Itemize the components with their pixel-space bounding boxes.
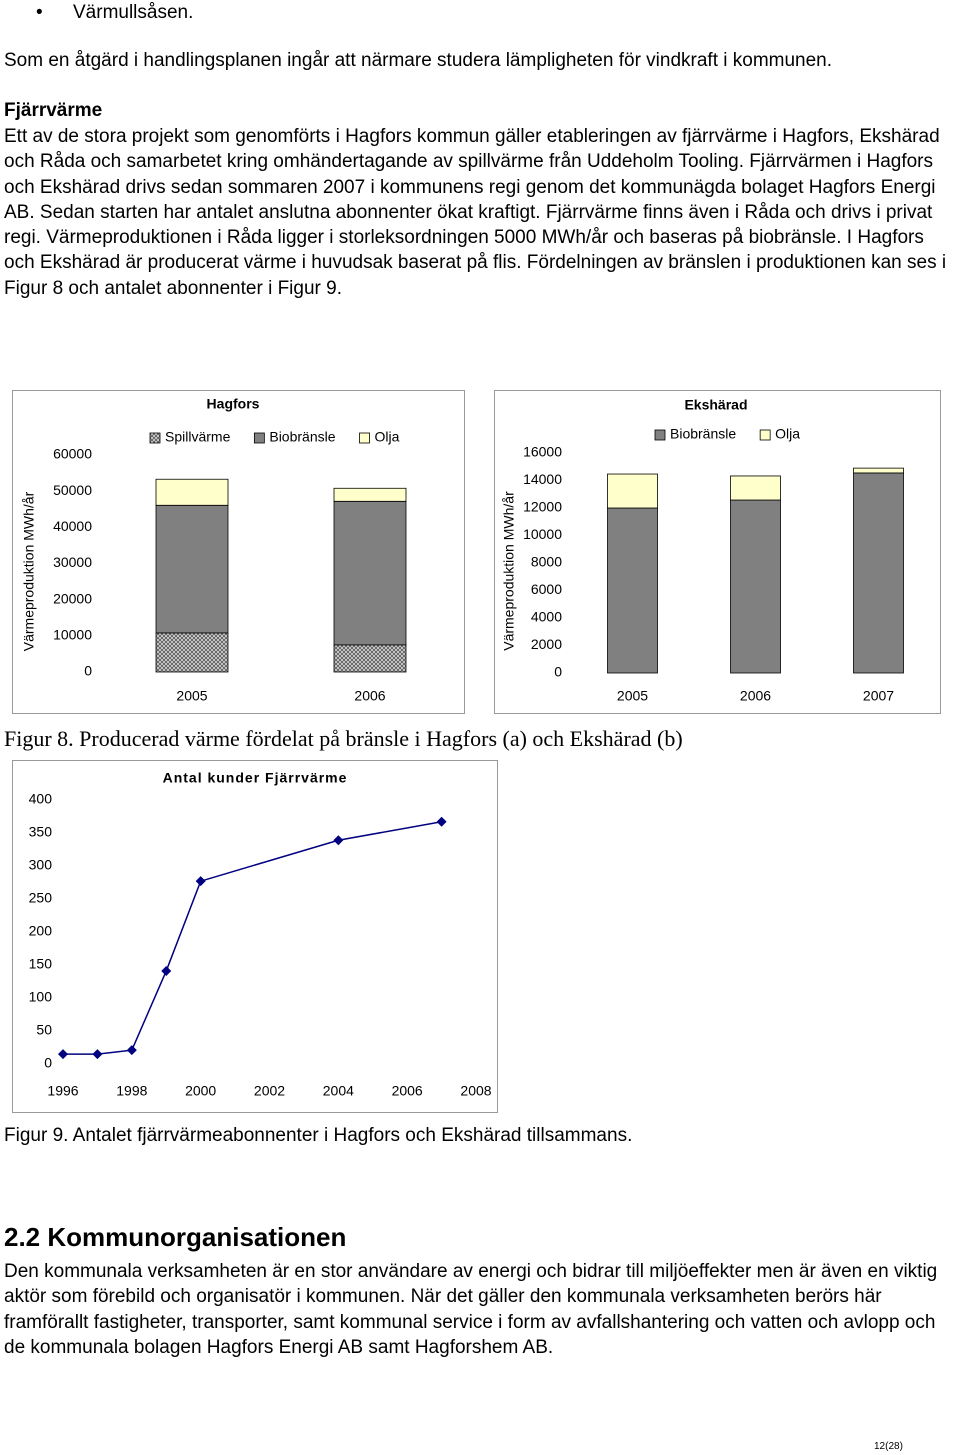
bar-segment: [155, 504, 229, 634]
y-tick-label: 2000: [531, 636, 562, 652]
x-tick-label: 2008: [460, 1083, 491, 1099]
bar-segment: [155, 632, 229, 673]
chart-frame: [494, 390, 941, 714]
point-marker: [92, 1049, 103, 1060]
x-tick-label: 2006: [354, 688, 385, 704]
y-tick-label: 60000: [53, 446, 92, 462]
x-tick-label: 2007: [863, 688, 894, 704]
y-tick-label: 0: [84, 663, 92, 679]
bar-segment: [853, 467, 904, 474]
y-tick-label: 20000: [53, 590, 92, 606]
x-tick-label: 2000: [185, 1083, 216, 1099]
page-number: 12(28): [874, 1441, 903, 1452]
legend-label: Olja: [775, 426, 800, 442]
bullet-dot: •: [36, 2, 43, 23]
legend-label: Biobränsle: [269, 429, 335, 445]
point-marker: [161, 965, 172, 976]
section-heading: Fjärrvärme: [4, 100, 103, 121]
bar-segment: [333, 487, 407, 502]
legend-swatch: [759, 429, 771, 441]
section-heading: 2.2 Kommunorganisationen: [4, 1222, 347, 1252]
y-axis-label: Värmeproduktion MWh/år: [501, 491, 517, 651]
y-tick-label: 16000: [523, 444, 562, 460]
point-marker: [333, 835, 344, 846]
legend-swatch: [253, 432, 265, 444]
point-marker: [195, 876, 206, 887]
y-tick-label: 150: [29, 956, 53, 972]
y-tick-label: 14000: [523, 471, 562, 487]
figure-caption: Figur 8. Producerad värme fördelat på br…: [4, 726, 683, 751]
point-marker: [58, 1049, 68, 1060]
y-tick-label: 300: [29, 857, 53, 873]
bar-segment: [155, 478, 229, 506]
legend-swatch: [654, 429, 666, 441]
bullet-text: Värmullsåsen.: [73, 2, 194, 23]
point-marker: [436, 816, 447, 827]
y-tick-label: 40000: [53, 518, 92, 534]
y-tick-label: 250: [29, 890, 53, 906]
chart-title: Antal kunder Fjärrvärme: [163, 770, 348, 786]
y-tick-label: 350: [29, 824, 53, 840]
figure-caption: Figur 9. Antalet fjärrvärmeabonnenter i …: [4, 1125, 633, 1146]
y-tick-label: 50: [36, 1022, 52, 1038]
y-tick-label: 10000: [523, 526, 562, 542]
y-tick-label: 6000: [531, 581, 562, 597]
y-tick-label: 4000: [531, 609, 562, 625]
x-tick-label: 2006: [740, 688, 771, 704]
bar-segment: [730, 475, 781, 501]
bar-segment: [607, 507, 658, 674]
legend-label: Spillvärme: [165, 429, 231, 445]
bar-segment: [607, 473, 658, 509]
x-tick-label: 1998: [116, 1083, 147, 1099]
bar-segment: [730, 499, 781, 674]
chart-title: Hagfors: [207, 396, 260, 412]
line: [63, 821, 442, 1055]
legend-swatch: [149, 432, 161, 444]
point-marker: [126, 1045, 137, 1056]
y-tick-label: 12000: [523, 499, 562, 515]
legend-label: Olja: [375, 429, 400, 445]
chart-frame: [12, 760, 498, 1113]
bar-segment: [853, 472, 904, 674]
paragraph: Som en åtgärd i handlingsplanen ingår at…: [4, 50, 833, 71]
chart-frame: [12, 390, 465, 714]
x-tick-label: 2005: [176, 688, 207, 704]
bar-segment: [333, 644, 407, 673]
x-tick-label: 2005: [617, 688, 648, 704]
x-tick-label: 2006: [392, 1083, 423, 1099]
y-axis-label: Värmeproduktion MWh/år: [21, 491, 37, 651]
y-tick-label: 0: [554, 664, 562, 680]
legend-label: Biobränsle: [670, 426, 736, 442]
legend-swatch: [359, 432, 370, 444]
y-tick-label: 30000: [53, 554, 92, 570]
paragraph: Den kommunala verksamheten är en stor an…: [4, 1261, 938, 1358]
y-tick-label: 100: [29, 989, 53, 1005]
bar-segment: [333, 500, 407, 646]
y-tick-label: 200: [29, 923, 53, 939]
x-tick-label: 1996: [47, 1083, 78, 1099]
y-tick-label: 400: [29, 791, 53, 807]
y-tick-label: 0: [44, 1055, 52, 1071]
chart-title: Ekshärad: [684, 397, 747, 413]
x-tick-label: 2004: [323, 1083, 354, 1099]
x-tick-label: 2002: [254, 1083, 285, 1099]
paragraph: Ett av de stora projekt som genomförts i…: [4, 126, 947, 299]
y-tick-label: 50000: [53, 482, 92, 498]
y-tick-label: 8000: [531, 554, 562, 570]
y-tick-label: 10000: [53, 627, 92, 643]
